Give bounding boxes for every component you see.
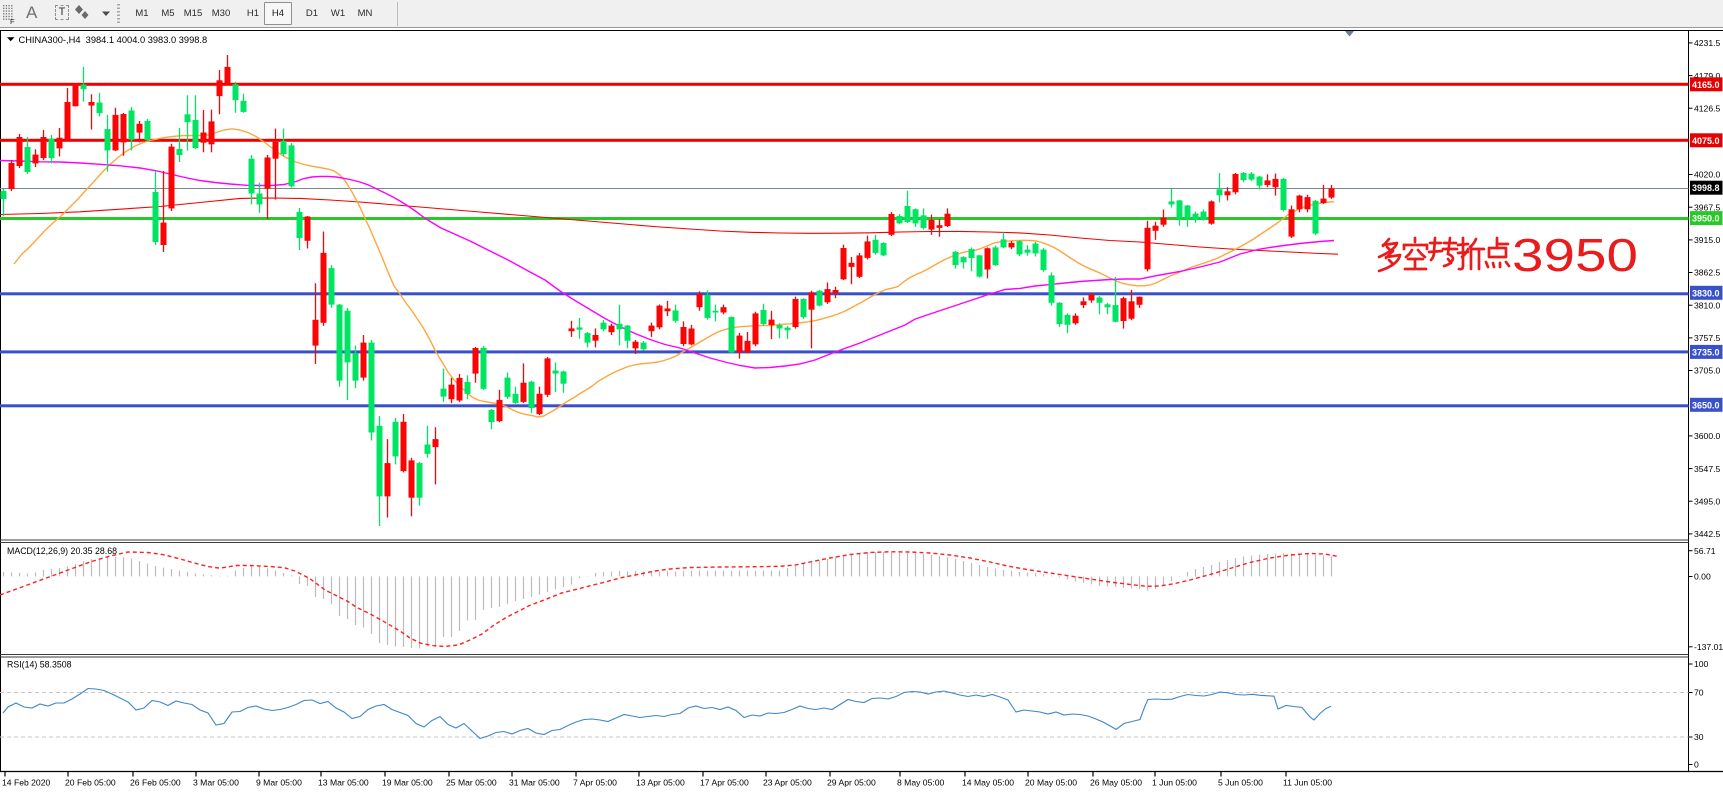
svg-text:23 Apr 05:00: 23 Apr 05:00 xyxy=(763,778,812,788)
svg-text:3830.0: 3830.0 xyxy=(1692,288,1720,298)
svg-text:MACD(12,26,9) 20.35 28.68: MACD(12,26,9) 20.35 28.68 xyxy=(7,546,117,556)
svg-text:0.00: 0.00 xyxy=(1694,572,1711,582)
svg-text:3495.0: 3495.0 xyxy=(1694,496,1721,506)
svg-text:3967.5: 3967.5 xyxy=(1694,202,1721,212)
svg-text:-137.01: -137.01 xyxy=(1694,642,1723,652)
svg-text:4020.0: 4020.0 xyxy=(1694,170,1721,180)
svg-text:19 Mar 05:00: 19 Mar 05:00 xyxy=(382,778,433,788)
svg-text:3 Mar 05:00: 3 Mar 05:00 xyxy=(193,778,239,788)
svg-text:3442.5: 3442.5 xyxy=(1694,529,1721,539)
svg-text:7 Apr 05:00: 7 Apr 05:00 xyxy=(573,778,617,788)
svg-text:3757.5: 3757.5 xyxy=(1694,333,1721,343)
svg-text:13 Mar 05:00: 13 Mar 05:00 xyxy=(318,778,369,788)
svg-text:CHINA300-,H4 3984.1 4004.0 39: CHINA300-,H4 3984.1 4004.0 3983.0 3998.8 xyxy=(19,35,208,45)
svg-text:20 Feb 05:00: 20 Feb 05:00 xyxy=(65,778,116,788)
svg-text:70: 70 xyxy=(1694,688,1704,698)
svg-text:30: 30 xyxy=(1694,732,1704,742)
svg-text:0: 0 xyxy=(1694,760,1699,770)
svg-text:29 Apr 05:00: 29 Apr 05:00 xyxy=(827,778,876,788)
svg-text:26 Feb 05:00: 26 Feb 05:00 xyxy=(130,778,181,788)
svg-text:13 Apr 05:00: 13 Apr 05:00 xyxy=(636,778,685,788)
svg-text:3547.5: 3547.5 xyxy=(1694,464,1721,474)
svg-text:3998.8: 3998.8 xyxy=(1692,183,1720,193)
svg-text:3950.0: 3950.0 xyxy=(1692,214,1720,224)
svg-text:14 May 05:00: 14 May 05:00 xyxy=(962,778,1014,788)
svg-text:4075.0: 4075.0 xyxy=(1692,136,1720,146)
svg-text:31 Mar 05:00: 31 Mar 05:00 xyxy=(509,778,560,788)
svg-text:RSI(14) 58.3508: RSI(14) 58.3508 xyxy=(7,660,72,670)
svg-text:56.71: 56.71 xyxy=(1694,546,1716,556)
svg-text:3705.0: 3705.0 xyxy=(1694,366,1721,376)
svg-text:8 May 05:00: 8 May 05:00 xyxy=(897,778,945,788)
svg-text:3862.5: 3862.5 xyxy=(1694,268,1721,278)
svg-text:4179.0: 4179.0 xyxy=(1694,71,1721,81)
svg-text:5 Jun 05:00: 5 Jun 05:00 xyxy=(1218,778,1263,788)
svg-text:3600.0: 3600.0 xyxy=(1694,431,1721,441)
svg-text:4126.5: 4126.5 xyxy=(1694,103,1721,113)
svg-text:100: 100 xyxy=(1694,659,1709,669)
svg-text:9 Mar 05:00: 9 Mar 05:00 xyxy=(256,778,302,788)
svg-text:1 Jun 05:00: 1 Jun 05:00 xyxy=(1152,778,1197,788)
svg-text:4231.5: 4231.5 xyxy=(1694,38,1721,48)
svg-text:F: F xyxy=(10,17,15,26)
svg-text:3650.0: 3650.0 xyxy=(1692,400,1720,410)
svg-text:3735.0: 3735.0 xyxy=(1692,347,1720,357)
svg-text:3810.0: 3810.0 xyxy=(1694,300,1721,310)
svg-text:25 Mar 05:00: 25 Mar 05:00 xyxy=(446,778,497,788)
svg-text:4165.0: 4165.0 xyxy=(1692,80,1720,90)
svg-text:3950: 3950 xyxy=(1512,229,1638,281)
svg-text:14 Feb 2020: 14 Feb 2020 xyxy=(2,778,50,788)
svg-text:3915.0: 3915.0 xyxy=(1694,235,1721,245)
svg-text:20 May 05:00: 20 May 05:00 xyxy=(1025,778,1077,788)
svg-text:26 May 05:00: 26 May 05:00 xyxy=(1090,778,1142,788)
svg-text:11 Jun 05:00: 11 Jun 05:00 xyxy=(1283,778,1332,788)
svg-text:17 Apr 05:00: 17 Apr 05:00 xyxy=(700,778,749,788)
